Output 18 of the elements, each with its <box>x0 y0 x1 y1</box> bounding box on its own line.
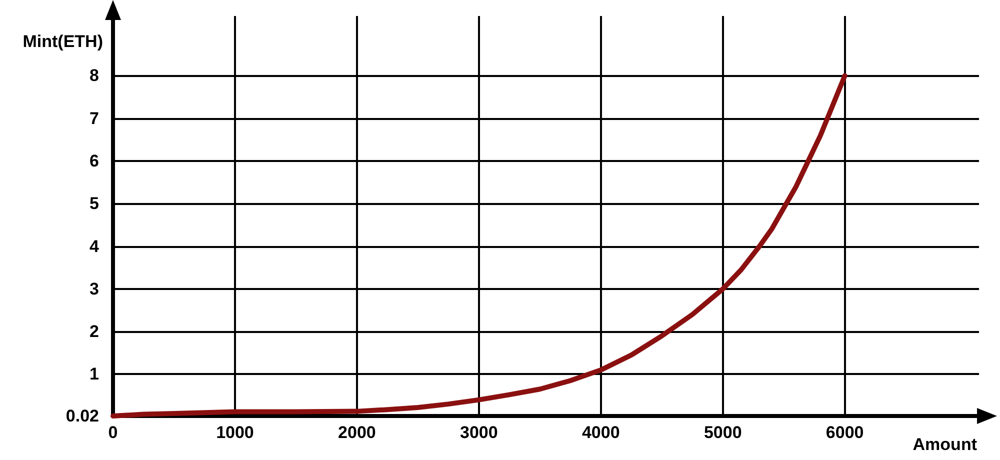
x-tick-label: 1000 <box>216 423 254 442</box>
y-tick-label: 5 <box>90 194 99 214</box>
y-tick-label: 6 <box>90 151 99 170</box>
x-tick-label: 4000 <box>582 423 620 442</box>
x-axis-title: Amount <box>912 435 978 454</box>
y-tick-label: 4 <box>90 236 100 256</box>
x-tick-label: 6000 <box>826 423 864 442</box>
x-tick-label: 3000 <box>460 423 498 442</box>
y-tick-label: 8 <box>90 66 99 86</box>
y-tick-label: 3 <box>90 279 99 298</box>
y-tick-label: 2 <box>90 322 99 342</box>
x-tick-label: 0 <box>108 423 118 442</box>
y-tick-label: 7 <box>90 108 99 128</box>
y-tick-label: 0.02 <box>66 406 99 426</box>
y-tick-label: 1 <box>90 364 99 384</box>
x-tick-label: 5000 <box>704 423 742 442</box>
x-tick-label: 2000 <box>338 423 376 442</box>
y-axis-title: Mint(ETH) <box>22 32 103 51</box>
